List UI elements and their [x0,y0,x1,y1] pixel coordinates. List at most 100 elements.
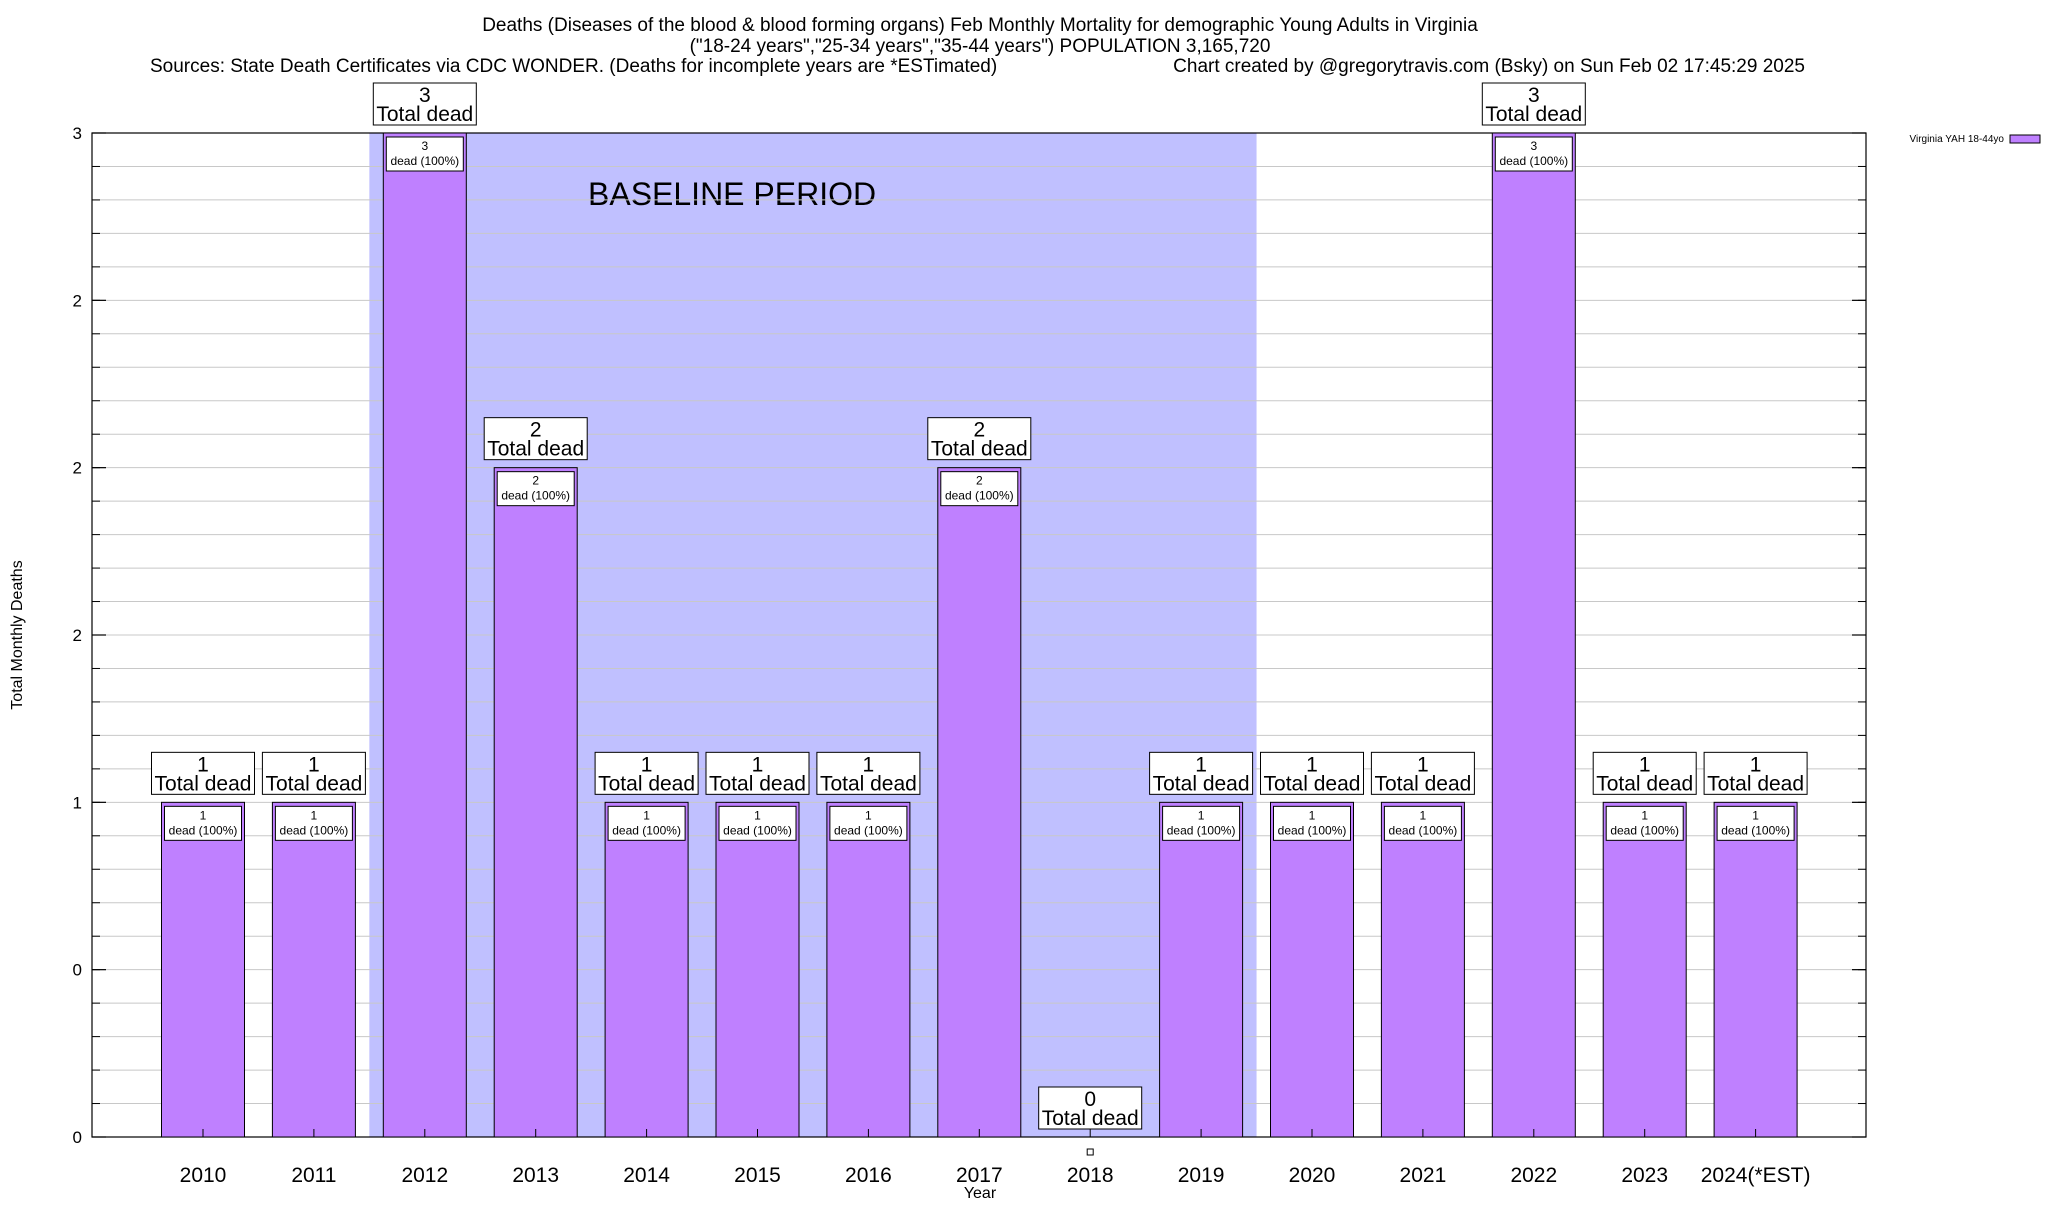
chart-title-line-2: ("18-24 years","25-34 years","35-44 year… [690,36,1271,57]
inner-label-suffix: dead (100%) [1610,823,1679,837]
total-label-count: 0 [1084,1088,1096,1111]
inner-label-box [164,805,242,841]
inner-label-suffix: dead (100%) [1389,823,1458,837]
inner-label-suffix: dead (100%) [1167,823,1236,837]
total-label-box [261,751,366,795]
total-label-suffix: Total dead [376,103,473,126]
inner-label-box [1716,805,1795,841]
total-label-box [1149,751,1254,795]
total-label-count: 1 [752,753,764,776]
inner-label-suffix: dead (100%) [1499,154,1568,168]
total-label-count: 2 [530,419,542,442]
chart-credit: Chart created by @gregorytravis.com (Bsk… [1173,56,1805,77]
total-label-box [1703,751,1808,795]
inner-label-suffix: dead (100%) [612,823,681,837]
inner-label-box [829,805,908,841]
total-label-count: 1 [1639,753,1651,776]
bar [161,801,245,1138]
inner-label-count: 1 [311,808,318,822]
inner-label-count: 1 [1198,808,1205,822]
x-axis-label: Year [964,1185,997,1200]
total-label-box [1038,1086,1143,1130]
total-label-suffix: Total dead [1596,772,1693,795]
x-tick-label: 2012 [401,1164,448,1187]
x-tick-label: 2023 [1621,1164,1668,1187]
total-label-box [483,417,588,461]
x-tick-label: 2013 [512,1164,559,1187]
inner-label-count: 1 [754,808,761,822]
x-tick-label: 2010 [180,1164,227,1187]
inner-label-count: 1 [643,808,650,822]
inner-label-box [718,805,797,841]
total-label-count: 1 [1750,753,1762,776]
total-label-suffix: Total dead [820,772,917,795]
inner-label-count: 1 [1752,808,1759,822]
bar [1270,801,1354,1138]
chart-title-line-1: Deaths (Diseases of the blood & blood fo… [482,15,1478,36]
bar [271,801,356,1138]
total-label-count: 3 [419,84,431,107]
inner-label-count: 3 [1530,139,1537,153]
bar [826,801,911,1138]
total-label-suffix: Total dead [1042,1107,1139,1130]
bar [604,801,689,1138]
zero-marker [1086,1148,1094,1156]
x-tick-label: 2022 [1510,1164,1557,1187]
y-tick-label: 1 [73,793,82,812]
bar [1491,132,1576,1138]
total-label-suffix: Total dead [487,438,584,461]
y-tick-label: 2 [73,626,82,645]
inner-label-box [1162,805,1241,841]
inner-label-suffix: dead (100%) [501,489,570,503]
inner-label-box [496,471,575,507]
total-label-box [1592,751,1697,795]
total-label-suffix: Total dead [598,772,695,795]
x-tick-label: 2016 [845,1164,892,1187]
legend-label: Virginia YAH 18-44yo [1909,134,2004,145]
inner-label-count: 2 [976,474,983,488]
y-axis-label: Total Monthly Deaths [9,560,26,709]
total-label-suffix: Total dead [1264,772,1361,795]
inner-label-box [1494,136,1573,172]
bar [382,132,467,1138]
total-label-box [151,751,255,795]
total-label-count: 1 [308,753,320,776]
bar [1159,801,1244,1138]
inner-label-suffix: dead (100%) [1721,823,1790,837]
total-label-suffix: Total dead [1485,103,1582,126]
total-label-box [927,417,1032,461]
y-tick-label: 0 [73,1128,82,1147]
total-label-box [1260,751,1364,795]
total-label-box [1481,82,1586,126]
bar [937,467,1022,1138]
x-tick-label: 2015 [734,1164,781,1187]
inner-label-box [1605,805,1684,841]
inner-label-suffix: dead (100%) [1278,823,1347,837]
inner-label-suffix: dead (100%) [390,154,459,168]
total-label-box [705,751,810,795]
source-note: Sources: State Death Certificates via CD… [150,56,997,77]
inner-label-box [607,805,686,841]
x-tick-label: 2020 [1289,1164,1336,1187]
x-tick-label: 2017 [956,1164,1003,1187]
x-tick-label: 2011 [291,1164,336,1187]
inner-label-box [1383,805,1462,841]
total-label-count: 1 [1306,753,1318,776]
inner-label-suffix: dead (100%) [169,823,238,837]
inner-label-count: 3 [421,139,428,153]
bar [1602,801,1687,1138]
inner-label-count: 1 [865,808,872,822]
inner-label-suffix: dead (100%) [945,489,1014,503]
y-tick-label: 2 [73,459,82,478]
bar [1380,801,1465,1138]
total-label-count: 1 [197,753,209,776]
total-label-count: 1 [641,753,653,776]
inner-label-suffix: dead (100%) [280,823,349,837]
bar [1713,801,1798,1138]
x-tick-label: 2019 [1178,1164,1225,1187]
inner-label-box [940,471,1019,507]
legend-swatch [2009,134,2041,144]
inner-label-count: 1 [1420,808,1427,822]
